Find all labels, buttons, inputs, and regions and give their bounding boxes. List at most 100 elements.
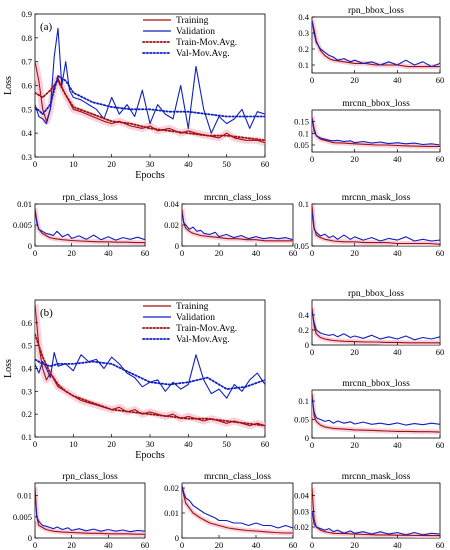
y-tick-label: 0.01 <box>17 199 32 209</box>
y-tick-label: 0 <box>305 433 309 443</box>
y-tick-label: 0.01 <box>164 508 179 518</box>
panel-label: (b) <box>40 307 53 319</box>
y-tick-label: 0.02 <box>164 483 179 493</box>
chart-b-mrcnn-class: 0 20 40 60 0 0.01 0.02 mrcnn_class_loss <box>164 472 297 550</box>
x-tick-label: 20 <box>67 540 76 550</box>
y-tick-label: 0.6 <box>21 318 32 328</box>
x-tick-label: 40 <box>184 439 193 449</box>
y-tick-label: 0.8 <box>21 33 32 43</box>
y-tick-label: 0.4 <box>298 310 309 320</box>
x-tick-label: 0 <box>33 439 37 449</box>
y-tick-label: 0.04 <box>294 491 310 501</box>
y-tick-label: 0.01 <box>17 491 32 501</box>
y-tick-label: 0.7 <box>21 57 32 67</box>
subplot-title: rpn_class_loss <box>62 193 118 203</box>
plot-area <box>312 307 440 345</box>
x-tick-label: 60 <box>436 154 445 164</box>
legend-label: Val-Mov.Avg. <box>176 335 230 345</box>
x-tick-label: 30 <box>146 159 155 169</box>
panel-label: (a) <box>40 21 53 33</box>
x-tick-label: 20 <box>350 440 359 450</box>
y-tick-label: 0.4 <box>298 12 309 22</box>
x-tick-label: 50 <box>222 159 231 169</box>
axes-frame <box>311 482 441 539</box>
y-tick-label: 0.3 <box>21 386 32 396</box>
series-train-mov-avg- <box>35 79 265 142</box>
x-axis-label: Epochs <box>135 450 165 461</box>
x-axis-label: Epochs <box>135 170 165 181</box>
x-tick-label: 20 <box>107 159 116 169</box>
legend-label: Train-Mov.Avg. <box>176 324 237 334</box>
y-tick-label: 0.5 <box>21 341 32 351</box>
legend-label: Train-Mov.Avg. <box>176 38 237 48</box>
x-tick-label: 60 <box>436 347 445 357</box>
x-tick-label: 60 <box>436 540 445 550</box>
y-tick-label: 0.005 <box>13 220 32 230</box>
x-tick-label: 40 <box>393 440 402 450</box>
y-tick-label: 0.04 <box>164 199 180 209</box>
series-validation <box>35 495 145 533</box>
series-training <box>182 209 293 242</box>
y-tick-label: 0.1 <box>21 432 32 442</box>
y-tick-label: 0 <box>175 533 179 543</box>
y-tick-label: 0.6 <box>21 81 32 91</box>
y-tick-label: 0.2 <box>298 44 309 54</box>
chart-b-mrcnn-bbox: 0 20 40 60 0 0.05 0.1 mrcnn_bbox_loss <box>294 379 444 450</box>
x-tick-label: 60 <box>141 540 150 550</box>
legend-label: Training <box>176 302 209 312</box>
subplot-title: mrcnn_bbox_loss <box>342 379 410 389</box>
legend-label: Val-Mov.Avg. <box>176 49 230 59</box>
y-tick-label: 0.2 <box>21 409 32 419</box>
plot-area <box>35 27 265 147</box>
plot-area <box>312 205 440 246</box>
y-tick-label: 0.05 <box>294 140 309 150</box>
subplot-title: mrcnn_class_loss <box>204 472 271 482</box>
x-tick-label: 20 <box>350 248 359 258</box>
series-val-mov-avg- <box>35 75 265 118</box>
chart-a-mrcnn-bbox: 0 20 40 60 0.05 0.10.15 mrcnn_bbox_loss <box>294 99 444 164</box>
y-tick-label: 0.05 <box>294 415 309 425</box>
y-tick-label: 0.02 <box>164 220 179 230</box>
plot-area <box>312 19 440 70</box>
legend: TrainingValidationTrain-Mov.Avg.Val-Mov.… <box>142 16 237 59</box>
y-tick-label: 0.005 <box>13 512 32 522</box>
x-tick-label: 0 <box>33 248 37 258</box>
series-training <box>312 116 440 147</box>
x-tick-label: 0 <box>310 540 314 550</box>
y-tick-label: 0.3 <box>298 28 309 38</box>
x-tick-label: 0 <box>33 159 37 169</box>
x-tick-label: 30 <box>146 439 155 449</box>
x-tick-label: 40 <box>104 540 113 550</box>
plot-area <box>35 304 265 430</box>
legend: TrainingValidationTrain-Mov.Avg.Val-Mov.… <box>142 302 237 345</box>
x-tick-label: 60 <box>289 248 298 258</box>
chart-a-rpn-class: 0 20 40 60 0 0.005 0.01 rpn_class_loss <box>13 193 149 258</box>
y-tick-label: 0.3 <box>21 152 32 162</box>
x-tick-label: 0 <box>310 75 314 85</box>
x-tick-label: 40 <box>252 540 261 550</box>
x-tick-label: 60 <box>289 540 298 550</box>
series-validation <box>312 397 440 426</box>
series-validation <box>312 511 440 536</box>
plot-area <box>182 208 293 244</box>
subplot-title: mrcnn_mask_loss <box>342 472 411 482</box>
plot-area <box>35 207 145 246</box>
y-tick-label: 0 <box>28 533 32 543</box>
series-val-mov-avg- <box>35 358 265 391</box>
x-tick-label: 40 <box>104 248 113 258</box>
x-tick-label: 60 <box>436 248 445 258</box>
x-tick-label: 20 <box>350 75 359 85</box>
plot-area <box>182 485 293 536</box>
x-tick-label: 50 <box>222 439 231 449</box>
series-validation <box>312 119 440 146</box>
subplot-title: rpn_bbox_loss <box>348 289 404 299</box>
series-training <box>35 304 265 427</box>
chart-b-main: 0 10 20 30 40 50 60 0.1 0.2 0.3 0.4 0.5 0.6 Epochs Los… <box>3 299 269 461</box>
x-tick-label: 0 <box>180 540 184 550</box>
x-tick-label: 10 <box>69 159 78 169</box>
x-tick-label: 20 <box>107 439 116 449</box>
legend-label: Validation <box>176 27 215 37</box>
series-validation <box>312 311 440 341</box>
series-validation <box>35 27 265 134</box>
x-tick-label: 60 <box>261 159 270 169</box>
